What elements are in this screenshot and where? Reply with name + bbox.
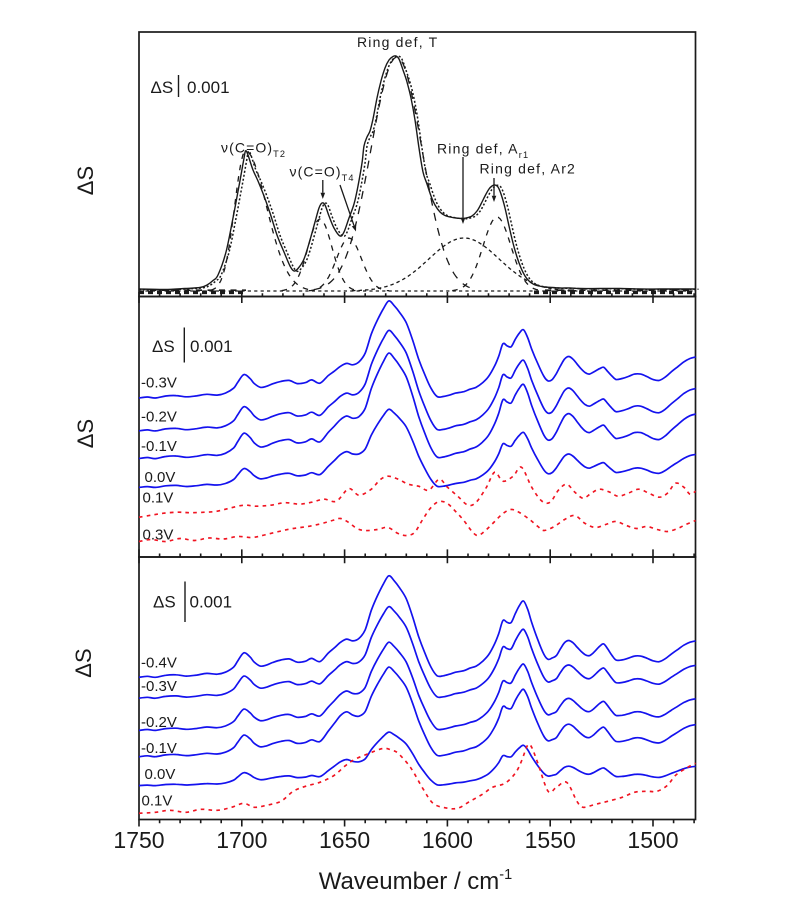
svg-text:0.0V: 0.0V xyxy=(145,469,176,486)
svg-text:0.001: 0.001 xyxy=(190,593,233,612)
svg-text:Ring def, Ar1: Ring def, Ar1 xyxy=(437,141,529,161)
svg-text:0.0V: 0.0V xyxy=(145,766,176,783)
svg-text:-0.1V: -0.1V xyxy=(141,740,177,757)
svg-text:ΔS: ΔS xyxy=(73,166,98,195)
svg-text:1600: 1600 xyxy=(422,827,473,853)
svg-text:1750: 1750 xyxy=(113,827,164,853)
svg-text:-0.1V: -0.1V xyxy=(141,438,177,455)
svg-text:Waveumber / cm-1: Waveumber / cm-1 xyxy=(319,867,512,895)
svg-text:ΔS: ΔS xyxy=(71,648,96,677)
svg-text:0.1V: 0.1V xyxy=(142,793,173,810)
svg-text:0.001: 0.001 xyxy=(190,337,233,356)
svg-text:Ring def, T: Ring def, T xyxy=(357,34,438,50)
svg-text:-0.3V: -0.3V xyxy=(141,375,177,392)
svg-text:0.3V: 0.3V xyxy=(143,527,174,544)
svg-text:ΔS: ΔS xyxy=(73,419,98,448)
svg-text:Ring def, Ar2: Ring def, Ar2 xyxy=(480,161,577,177)
svg-text:1650: 1650 xyxy=(319,827,370,853)
svg-text:ν(C=O)T4: ν(C=O)T4 xyxy=(290,164,355,184)
svg-text:1550: 1550 xyxy=(525,827,576,853)
svg-text:0.1V: 0.1V xyxy=(143,490,174,507)
svg-text:ΔS: ΔS xyxy=(153,593,176,612)
svg-text:0.001: 0.001 xyxy=(187,78,230,97)
svg-text:-0.3V: -0.3V xyxy=(141,678,177,695)
svg-text:-0.4V: -0.4V xyxy=(141,655,177,672)
svg-text:ν(C=O)T2: ν(C=O)T2 xyxy=(221,140,286,160)
svg-text:ΔS: ΔS xyxy=(152,337,175,356)
svg-text:-0.2V: -0.2V xyxy=(141,714,177,731)
svg-text:1500: 1500 xyxy=(627,827,678,853)
svg-text:ΔS: ΔS xyxy=(151,78,174,97)
svg-text:-0.2V: -0.2V xyxy=(141,409,177,426)
svg-text:1700: 1700 xyxy=(216,827,267,853)
